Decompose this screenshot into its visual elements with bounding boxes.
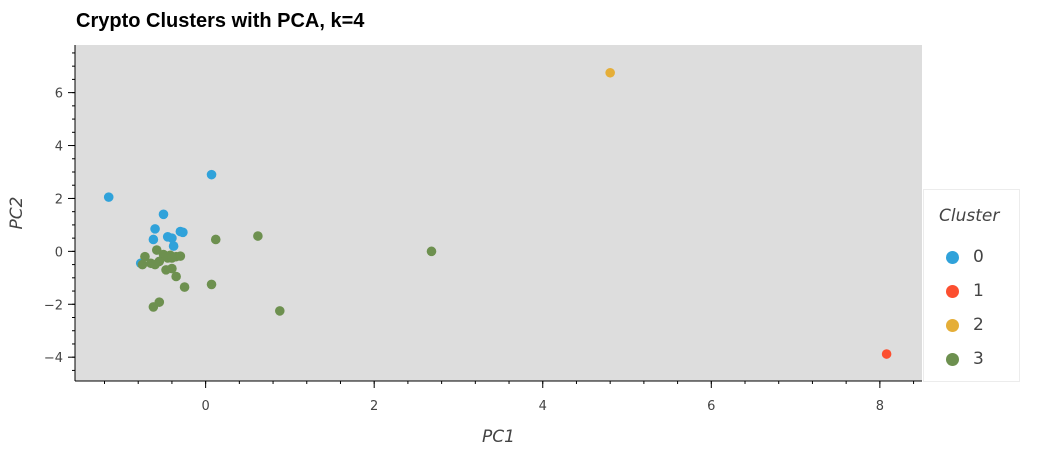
y-tick-label: −4 [44, 351, 63, 366]
data-point-cluster-0 [206, 169, 217, 180]
data-point-cluster-3 [148, 302, 159, 312]
data-point-cluster-3 [210, 234, 221, 245]
x-tick-label: 0 [201, 399, 209, 414]
x-tick-label: 8 [876, 399, 884, 414]
data-point-cluster-3 [137, 259, 148, 270]
legend-label-1: 1 [973, 281, 984, 301]
legend-marker-0 [946, 250, 959, 264]
x-tick-label: 4 [539, 399, 547, 414]
legend-item-2[interactable]: 2 [946, 315, 984, 335]
y-tick-label: 0 [55, 245, 63, 260]
data-point-cluster-3 [161, 265, 171, 275]
x-tick-label: 2 [370, 399, 378, 414]
y-tick-label: 4 [55, 140, 63, 155]
data-point-cluster-3 [274, 306, 285, 316]
legend-item-1[interactable]: 1 [946, 281, 984, 301]
y-tick-label: 6 [55, 87, 63, 102]
legend-label-3: 3 [973, 349, 984, 369]
chart-title: Crypto Clusters with PCA, k=4 [76, 10, 365, 32]
data-point-cluster-3 [151, 245, 162, 255]
data-point-cluster-0 [178, 227, 188, 238]
x-axis-title: PC1 [482, 427, 515, 447]
legend: Cluster 0 1 2 3 [923, 189, 1020, 382]
data-point-cluster-3 [150, 259, 160, 270]
legend-label-0: 0 [973, 247, 984, 267]
data-point-cluster-0 [150, 224, 160, 234]
data-point-cluster-3 [175, 251, 186, 261]
data-point-cluster-0 [168, 241, 179, 251]
data-point-cluster-3 [140, 251, 150, 262]
data-point-cluster-3 [426, 246, 437, 257]
data-point-cluster-3 [206, 279, 217, 290]
legend-marker-1 [946, 284, 959, 298]
data-points [103, 67, 892, 359]
axes: −4 −2 0 2 4 6 0 2 4 6 8 [44, 45, 922, 414]
data-point-cluster-3 [179, 282, 190, 292]
legend-marker-2 [946, 318, 959, 332]
data-point-cluster-2 [605, 67, 615, 78]
y-tick-label: −2 [44, 298, 63, 313]
x-tick-label: 6 [707, 399, 715, 414]
data-point-cluster-0 [148, 234, 159, 245]
y-axis-title: PC2 [7, 197, 27, 230]
legend-label-2: 2 [973, 315, 984, 335]
data-point-cluster-0 [158, 209, 169, 220]
data-point-cluster-0 [103, 192, 114, 202]
data-point-cluster-0 [167, 233, 177, 243]
y-tick-label: 2 [55, 192, 63, 207]
data-point-cluster-3 [167, 253, 177, 263]
data-point-cluster-3 [253, 231, 263, 241]
legend-item-0[interactable]: 0 [946, 247, 984, 267]
data-point-cluster-3 [171, 271, 181, 282]
plot-area [75, 45, 922, 381]
legend-marker-3 [946, 352, 959, 366]
legend-title: Cluster [939, 206, 1000, 226]
legend-item-3[interactable]: 3 [946, 349, 984, 369]
data-point-cluster-1 [881, 349, 892, 359]
